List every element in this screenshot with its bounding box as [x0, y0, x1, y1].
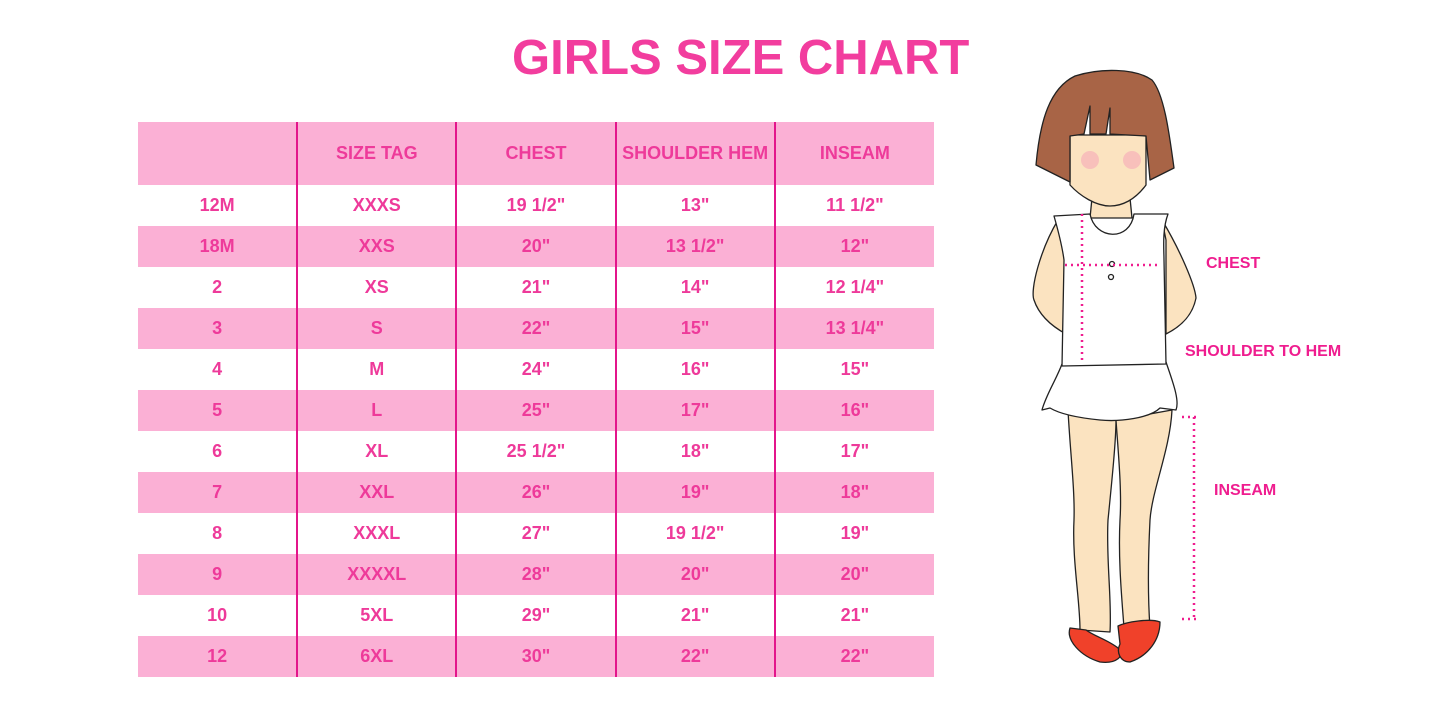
table-cell: 6 — [212, 441, 223, 461]
table-cell: 9 — [138, 554, 298, 595]
column-header: INSEAM — [773, 122, 934, 185]
left-leg — [1067, 409, 1117, 633]
column-header: CHEST — [455, 122, 616, 185]
table-cell: 22" — [455, 308, 616, 349]
table-row: 12 6XL 30" 22" 22" — [138, 636, 934, 677]
column-header — [138, 122, 298, 185]
table-cell: 12 1/4" — [773, 267, 934, 308]
table-cell: 12" — [773, 226, 934, 267]
table-cell: XXXS — [296, 185, 457, 226]
table-cell: 19 1/2" — [455, 185, 616, 226]
table-cell: 26" — [455, 472, 616, 513]
table-cell: 13 1/4" — [773, 308, 934, 349]
table-cell: 25 1/2" — [455, 431, 616, 472]
table-cell: 5 — [138, 390, 298, 431]
table-cell: 6XL — [296, 636, 457, 677]
table-cell: 20" — [614, 554, 775, 595]
column-header: SHOULDER HEM — [614, 122, 775, 185]
table-cell: 19" — [773, 513, 934, 554]
table-cell: 24" — [455, 349, 616, 390]
table-cell: 8 — [212, 523, 223, 543]
table-cell: 2 — [212, 277, 223, 297]
table-row: 6 XL 25 1/2" 18" 17" — [138, 431, 934, 472]
size-table: SIZE TAG CHEST SHOULDER HEM INSEAM 12M XXXS 1… — [138, 122, 934, 677]
shirt — [1053, 213, 1169, 367]
table-cell: 3 — [138, 308, 298, 349]
table-cell: 15" — [614, 308, 775, 349]
column-header: SIZE TAG — [296, 122, 457, 185]
table-cell: 16" — [614, 349, 775, 390]
table-cell: 21" — [773, 595, 934, 636]
table-header-row: SIZE TAG CHEST SHOULDER HEM INSEAM — [138, 122, 934, 185]
right-arm — [1161, 219, 1197, 335]
table-row: 10 5XL 29" 21" 21" — [138, 595, 934, 636]
table-cell: XXXXL — [296, 554, 457, 595]
table-cell: L — [296, 390, 457, 431]
table-cell: 15" — [773, 349, 934, 390]
face — [1069, 134, 1147, 207]
table-cell: M — [296, 349, 457, 390]
left-shoe — [1068, 627, 1122, 663]
table-cell: 5XL — [296, 595, 457, 636]
table-cell: 19" — [614, 472, 775, 513]
table-cell: 22" — [614, 636, 775, 677]
table-cell: 29" — [455, 595, 616, 636]
table-cell: 13" — [614, 185, 775, 226]
inseam-label: INSEAM — [1214, 482, 1277, 499]
table-cell: 20" — [455, 226, 616, 267]
table-row: 3 S 22" 15" 13 1/4" — [138, 308, 934, 349]
right-leg — [1115, 409, 1173, 629]
table-cell: 18M — [138, 226, 298, 267]
table-row: 7 XXL 26" 19" 18" — [138, 472, 934, 513]
table-cell: XS — [296, 267, 457, 308]
table-cell: 10 — [207, 605, 228, 625]
table-cell: S — [296, 308, 457, 349]
table-row: 4 M 24" 16" 15" — [138, 349, 934, 390]
table-cell: 21" — [455, 267, 616, 308]
table-cell: 18" — [614, 431, 775, 472]
table-row: 2 XS 21" 14" 12 1/4" — [138, 267, 934, 308]
table-row: 18M XXS 20" 13 1/2" 12" — [138, 226, 934, 267]
table-row: 5 L 25" 17" 16" — [138, 390, 934, 431]
table-cell: 17" — [614, 390, 775, 431]
table-row: 9 XXXXL 28" 20" 20" — [138, 554, 934, 595]
table-cell: 4 — [212, 359, 223, 379]
table-row: 8 XXXL 27" 19 1/2" 19" — [138, 513, 934, 554]
table-cell: 20" — [773, 554, 934, 595]
shoulder-to-hem-label: SHOULDER TO HEM — [1185, 343, 1342, 360]
title-text: GIRLS SIZE CHART — [512, 31, 970, 85]
table-row: 12M XXXS 19 1/2" 13" 11 1/2" — [138, 185, 934, 226]
table-cell: XXS — [296, 226, 457, 267]
skirt — [1041, 361, 1178, 422]
table-cell: 25" — [455, 390, 616, 431]
hair — [1035, 69, 1175, 183]
table-cell: XXL — [296, 472, 457, 513]
table-cell: XL — [296, 431, 457, 472]
table-cell: 30" — [455, 636, 616, 677]
table-cell: 7 — [138, 472, 298, 513]
table-cell: 12 — [138, 636, 298, 677]
table-cell: 21" — [614, 595, 775, 636]
left-arm — [1032, 219, 1067, 335]
table-cell: 12M — [199, 195, 235, 215]
right-shoe — [1117, 619, 1161, 663]
table-cell: 14" — [614, 267, 775, 308]
table-cell: 19 1/2" — [614, 513, 775, 554]
table-cell: 27" — [455, 513, 616, 554]
table-cell: 18" — [773, 472, 934, 513]
table-cell: 13 1/2" — [614, 226, 775, 267]
table-cell: XXXL — [296, 513, 457, 554]
table-cell: 17" — [773, 431, 934, 472]
table-cell: 11 1/2" — [773, 185, 934, 226]
table-cell: 28" — [455, 554, 616, 595]
chest-label: CHEST — [1206, 255, 1261, 272]
table-cell: 22" — [773, 636, 934, 677]
table-cell: 16" — [773, 390, 934, 431]
